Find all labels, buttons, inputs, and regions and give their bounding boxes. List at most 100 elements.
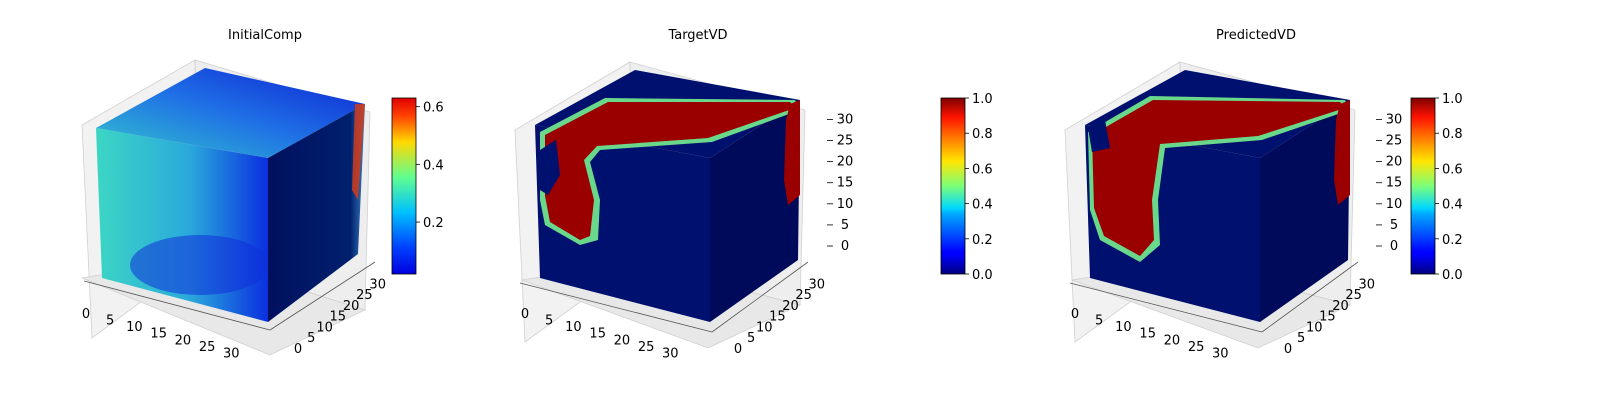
x-tick-label: 30	[662, 346, 679, 361]
z-tick-labels: 0 5 10 15 20 25 30	[827, 112, 853, 254]
colorbar-tick-label: 0.4	[1442, 198, 1463, 213]
plume-left-gap	[540, 140, 560, 195]
colorbar-tick-label: 0.0	[972, 268, 993, 283]
y-tick-label: 10	[756, 320, 773, 335]
x-tick-label: 30	[1212, 346, 1229, 361]
z-tick-label: 20	[1386, 155, 1403, 170]
x-tick-label: 15	[1139, 327, 1156, 342]
colorbar-tick-labels: 0.2 0.4 0.6	[416, 101, 444, 231]
colorbar-tick-label: 0.2	[972, 233, 993, 248]
y-axis-line	[269, 261, 376, 331]
y-tick-label: 25	[795, 288, 812, 303]
cube-right-face	[710, 100, 800, 322]
z-tick-labels: 0 5 10 15 20 25 30	[1376, 112, 1402, 254]
plume-core	[545, 102, 795, 240]
colorbar-tick-label: 0.8	[972, 127, 993, 142]
panel-title: PredictedVD	[1216, 28, 1296, 43]
y-tick-label: 15	[1319, 310, 1336, 325]
colorbar	[391, 97, 417, 275]
z-tick-label: 15	[1386, 176, 1403, 191]
z-tick-label: 25	[1386, 134, 1403, 149]
plume-top-gap	[1088, 120, 1110, 152]
colorbar-tick-label: 1.0	[972, 92, 993, 107]
x-tick-labels: 0 5 10 15 20 25 30	[1071, 307, 1229, 361]
colorbar	[940, 97, 966, 275]
x-tick-label: 20	[175, 333, 192, 348]
y-tick-label: 20	[1332, 299, 1349, 314]
z-tick-label: 5	[1390, 218, 1398, 233]
x-tick-label: 0	[521, 307, 529, 322]
x-tick-label: 10	[1115, 320, 1132, 335]
colorbar-tick-label: 1.0	[1442, 92, 1463, 107]
x-tick-label: 10	[565, 320, 582, 335]
colorbar-tick-labels: 0.0 0.2 0.4 0.6 0.8 1.0	[965, 92, 993, 283]
y-tick-label: 15	[769, 310, 786, 325]
cube-right-face	[268, 104, 365, 322]
y-tick-label: 0	[1284, 342, 1292, 357]
x-axis-line	[83, 280, 271, 331]
panel-title: TargetVD	[667, 28, 727, 43]
y-tick-label: 30	[369, 277, 386, 292]
y-tick-label: 30	[809, 277, 826, 292]
cube-right-hot-edge	[352, 104, 365, 200]
x-tick-label: 25	[199, 340, 216, 355]
colorbar-tick-label: 0.6	[972, 162, 993, 177]
x-tick-label: 25	[1188, 340, 1205, 355]
x-axis-line	[1069, 282, 1263, 333]
z-tick-label: 30	[1386, 112, 1403, 127]
x-tick-label: 0	[1071, 307, 1079, 322]
x-tick-label: 5	[1095, 314, 1103, 329]
z-tick-label: 0	[1390, 239, 1398, 254]
x-tick-label: 15	[150, 327, 167, 342]
y-tick-label: 0	[294, 342, 302, 357]
z-tick-label: 30	[837, 112, 854, 127]
plume-core	[1092, 100, 1345, 256]
y-tick-label: 10	[1306, 320, 1323, 335]
y-tick-label: 25	[356, 288, 373, 303]
x-tick-label: 5	[106, 314, 114, 329]
x-tick-label: 10	[126, 320, 143, 335]
cube-right-face	[1260, 100, 1350, 322]
colorbar-tick-label: 0.8	[1442, 127, 1463, 142]
z-tick-label: 5	[841, 218, 849, 233]
y-tick-label: 20	[782, 299, 799, 314]
colorbar-tick-label: 0.2	[1442, 233, 1463, 248]
x-tick-label: 20	[614, 333, 631, 348]
x-tick-labels: 0 5 10 15 20 25 30	[521, 307, 679, 361]
z-tick-label: 15	[837, 176, 854, 191]
y-tick-label: 0	[734, 342, 742, 357]
x-tick-label: 25	[638, 340, 655, 355]
colorbar-tick-label: 0.0	[1442, 268, 1463, 283]
y-axis-line	[711, 261, 809, 333]
x-tick-label: 0	[82, 307, 90, 322]
y-tick-label: 5	[307, 331, 315, 346]
panel-title: InitialComp	[228, 28, 302, 43]
y-tick-label: 15	[330, 310, 347, 325]
cube-top-face	[96, 68, 365, 158]
colorbar-tick-label: 0.4	[972, 198, 993, 213]
y-tick-label: 10	[316, 320, 333, 335]
colorbar-tick-label: 0.4	[423, 158, 444, 173]
y-tick-label: 30	[1359, 277, 1376, 292]
colorbar-tick-label: 0.6	[423, 101, 444, 116]
cube-left-face-shade	[130, 235, 270, 295]
colorbar-tick-label: 0.6	[1442, 162, 1463, 177]
y-tick-label: 25	[1345, 288, 1362, 303]
z-tick-label: 10	[837, 197, 854, 212]
x-tick-label: 5	[545, 314, 553, 329]
x-tick-label: 20	[1164, 333, 1181, 348]
z-tick-label: 25	[837, 134, 854, 149]
z-tick-label: 0	[841, 239, 849, 254]
y-tick-label: 5	[747, 331, 755, 346]
x-tick-labels: 0 5 10 15 20 25 30	[82, 307, 240, 361]
z-tick-label: 20	[837, 155, 854, 170]
x-tick-label: 15	[589, 327, 606, 342]
y-tick-label: 20	[343, 299, 360, 314]
